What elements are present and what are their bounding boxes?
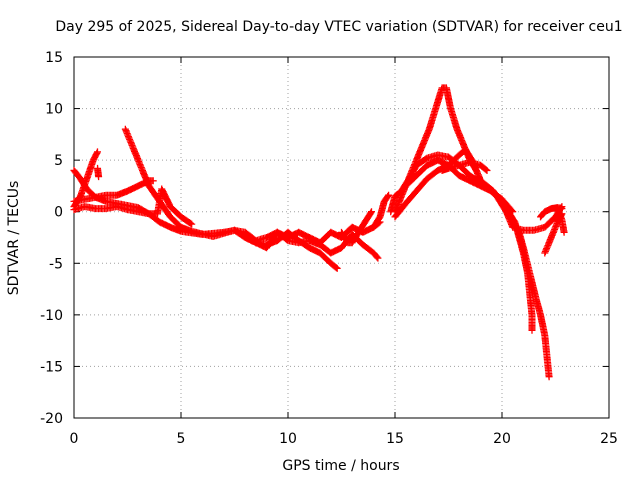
y-axis-label: SDTVAR / TECUs xyxy=(6,181,22,296)
data-series-track-g xyxy=(241,228,382,262)
y-tick-label: 15 xyxy=(45,50,63,66)
chart-title: Day 295 of 2025, Sidereal Day-to-day VTE… xyxy=(55,19,622,35)
data-series-track-f xyxy=(70,185,196,228)
data-series-track-h xyxy=(338,208,375,247)
data-series-track-a xyxy=(70,166,341,272)
data-series-track-q xyxy=(554,205,568,236)
y-tick-label: 5 xyxy=(54,153,63,169)
data-marker-trail xyxy=(70,185,196,228)
x-tick-label: 0 xyxy=(70,431,79,447)
data-marker-trail xyxy=(94,164,103,181)
x-axis-label: GPS time / hours xyxy=(282,458,399,474)
y-tick-label: 10 xyxy=(45,102,63,118)
y-tick-labels: -20 -15 -10 -5 0 5 10 15 xyxy=(40,50,63,427)
x-tick-label: 20 xyxy=(493,431,511,447)
data-marker-trail xyxy=(241,228,382,262)
x-tick-label: 25 xyxy=(600,431,618,447)
data-series-track-n xyxy=(438,158,491,174)
series-layer xyxy=(70,84,568,381)
data-marker-trail xyxy=(438,158,491,174)
y-tick-label: 0 xyxy=(54,205,63,221)
x-tick-label: 5 xyxy=(177,431,186,447)
data-marker-trail xyxy=(537,204,566,221)
plot-frame xyxy=(73,56,610,419)
data-series-track-c xyxy=(94,164,103,181)
x-tick-label: 15 xyxy=(386,431,404,447)
y-tick-label: -5 xyxy=(49,256,63,272)
data-marker-trail xyxy=(370,191,393,231)
x-tick-label: 10 xyxy=(279,431,297,447)
x-tick-labels: 0 5 10 15 20 25 xyxy=(70,431,618,447)
data-series-track-p xyxy=(537,204,566,221)
y-tick-label: -20 xyxy=(40,411,63,427)
y-tick-label: -10 xyxy=(40,308,63,324)
grid-layer xyxy=(74,57,609,418)
data-marker-trail xyxy=(338,208,375,247)
data-series-track-i xyxy=(370,191,393,231)
data-marker-trail xyxy=(554,205,568,236)
y-tick-label: -15 xyxy=(40,359,63,375)
data-marker-trail xyxy=(70,166,341,272)
